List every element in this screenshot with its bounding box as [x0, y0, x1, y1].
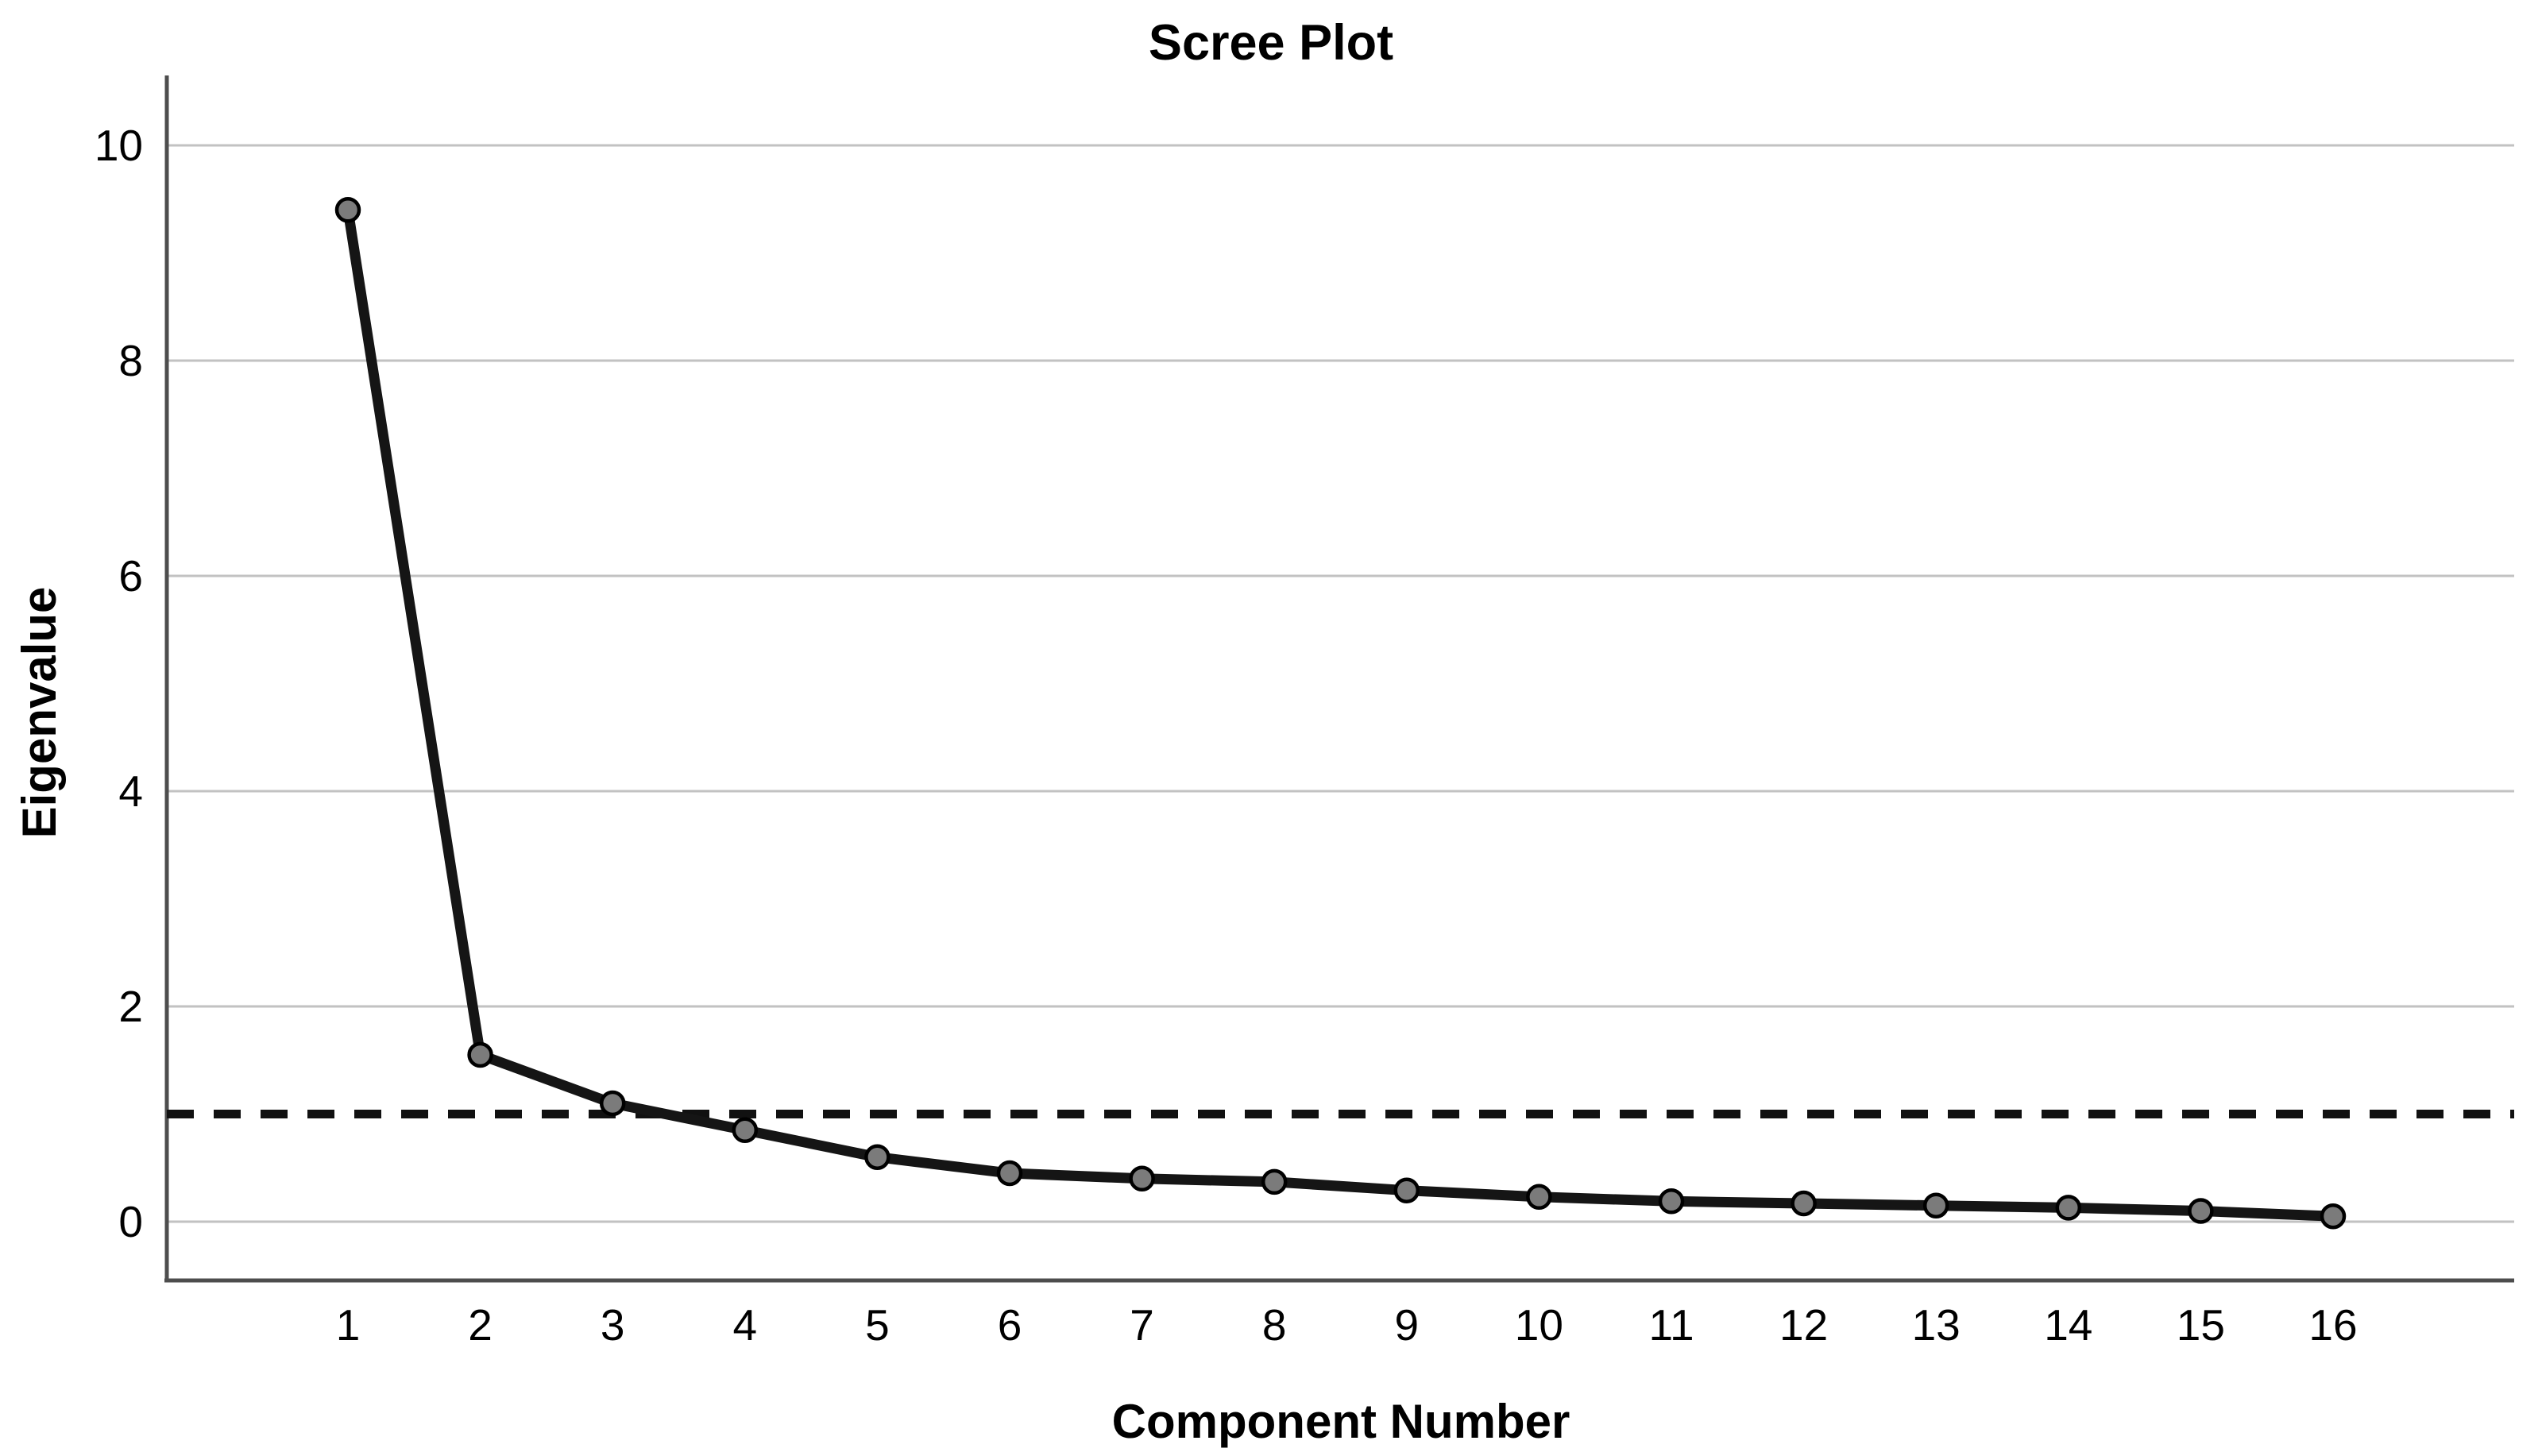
- y-tick-label: 10: [95, 121, 143, 170]
- data-point-marker: [1791, 1190, 1817, 1217]
- data-point-marker: [1922, 1192, 1949, 1218]
- y-tick-labels: 0 2 4 6 8 10: [95, 121, 143, 1246]
- x-tick-label: 16: [2308, 1300, 2357, 1350]
- x-tick-label: 13: [1912, 1300, 1961, 1350]
- x-tick-labels: 1 2 3 4 5 6 7 8 9 10 11 12 13 14 15 16: [336, 1300, 2358, 1350]
- data-point-marker: [1526, 1184, 1552, 1211]
- y-axis-label: Eigenvalue: [13, 587, 66, 839]
- data-point-marker: [1658, 1188, 1685, 1215]
- eigenvalue-polyline: [342, 209, 2334, 1222]
- x-tick-label: 1: [336, 1300, 361, 1350]
- data-points: [334, 197, 2347, 1230]
- x-tick-label: 8: [1262, 1300, 1287, 1350]
- y-gridlines: [167, 144, 2514, 1223]
- data-point-marker: [996, 1160, 1023, 1187]
- x-axis-label: Component Number: [1112, 1395, 1570, 1448]
- x-tick-label: 6: [998, 1300, 1022, 1350]
- axes: [164, 75, 2514, 1283]
- x-tick-label: 14: [2044, 1300, 2092, 1350]
- data-point-marker: [599, 1090, 626, 1117]
- x-tick-label: 9: [1395, 1300, 1420, 1350]
- x-tick-label: 15: [2177, 1300, 2225, 1350]
- data-point-marker: [2055, 1195, 2082, 1221]
- x-tick-label: 7: [1130, 1300, 1154, 1350]
- y-tick-label: 8: [118, 336, 143, 385]
- y-tick-label: 6: [118, 551, 143, 601]
- data-point-marker: [2320, 1203, 2347, 1230]
- y-tick-label: 0: [118, 1197, 143, 1246]
- chart-title: Scree Plot: [1149, 15, 1393, 71]
- x-tick-label: 10: [1515, 1300, 1563, 1350]
- x-tick-label: 2: [468, 1300, 493, 1350]
- x-tick-label: 4: [733, 1300, 758, 1350]
- data-point-marker: [467, 1041, 493, 1068]
- x-tick-label: 5: [865, 1300, 890, 1350]
- x-tick-label: 3: [601, 1300, 625, 1350]
- data-point-marker: [1393, 1177, 1420, 1203]
- y-tick-label: 4: [118, 767, 143, 816]
- eigenvalue-line: [342, 209, 2334, 1222]
- data-point-marker: [1129, 1165, 1155, 1192]
- data-point-marker: [864, 1144, 890, 1170]
- x-tick-label: 11: [1648, 1300, 1694, 1350]
- data-point-marker: [1261, 1168, 1288, 1195]
- data-point-marker: [732, 1117, 759, 1144]
- y-tick-label: 2: [118, 982, 143, 1031]
- data-point-marker: [334, 197, 361, 223]
- x-tick-label: 12: [1779, 1300, 1828, 1350]
- data-point-marker: [2188, 1198, 2214, 1224]
